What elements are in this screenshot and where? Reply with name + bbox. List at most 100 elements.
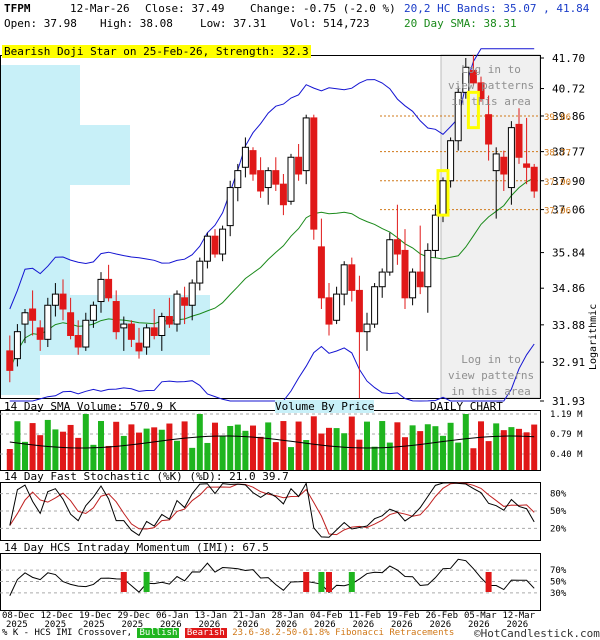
candle-body — [439, 180, 447, 216]
volume-bar — [44, 419, 51, 470]
candle-body — [135, 342, 143, 352]
price-axis-label: 39.86 — [552, 110, 585, 123]
candle-body — [447, 140, 455, 182]
volume-bar — [128, 424, 135, 470]
crossover-marker — [143, 572, 150, 592]
volume-bar — [493, 423, 500, 470]
volume-bar — [98, 421, 104, 470]
candle-body — [500, 156, 508, 175]
volume-bar — [250, 425, 256, 470]
candle-body — [150, 327, 158, 336]
price-axis-label: 37.90 — [552, 175, 585, 188]
x-axis-label: 2026 — [391, 620, 413, 630]
crossover-marker — [303, 572, 310, 592]
x-axis-label: 19-Feb — [387, 611, 420, 621]
login-note-top[interactable]: Log in to view patterns in this area — [448, 62, 534, 110]
crossover-marker — [326, 572, 332, 592]
candle-body — [469, 69, 477, 84]
login-note-line: in this area — [451, 385, 531, 398]
stoch-axis-label: 50% — [550, 507, 567, 517]
bullish-legend: Bullish — [137, 628, 180, 638]
price-axis-label: 34.86 — [552, 282, 585, 295]
footer: % K - HCS IMI Crossover, Bullish Bearish… — [2, 628, 454, 639]
volume-bar — [120, 435, 127, 470]
x-axis-label: 2026 — [276, 620, 298, 630]
candle-body — [241, 146, 249, 168]
imi-axis-label: 30% — [550, 589, 567, 599]
volume-panel-title: 14 Day SMA Volume: 570.9 K — [4, 400, 177, 413]
x-axis-label: 12-Mar — [503, 611, 536, 621]
imi-panel-title: 14 Day HCS Intraday Momentum (IMI): 67.5 — [4, 541, 269, 554]
x-axis-label: 2026 — [353, 620, 375, 630]
volume-bar — [75, 437, 82, 470]
fib-label: 39.86 — [544, 113, 571, 123]
x-axis-label: 05-Mar — [464, 611, 497, 621]
volume-bar — [531, 424, 538, 470]
candle-body — [348, 264, 356, 291]
volume-bar — [143, 428, 150, 470]
pattern-label: Bearish Doji Star on 25-Feb-26, Strength… — [2, 45, 311, 58]
volume-bar — [440, 435, 446, 470]
login-note-line: view patterns — [448, 369, 535, 382]
hc-bands-value: 20,2 HC Bands: 35.07 , 41.84 — [404, 2, 590, 15]
candle-body — [21, 312, 29, 325]
candle-body — [492, 153, 500, 172]
stoch-k-line — [9, 481, 535, 538]
volume-value: Vol: 514,723 — [290, 17, 370, 30]
volume-bar — [219, 436, 226, 470]
crossover-marker — [485, 572, 492, 592]
fib-legend: 23.6-38.2-50-61.8% Fibonacci Retracement… — [232, 628, 455, 638]
vbp-bar — [0, 65, 80, 125]
volume-bar — [417, 431, 424, 470]
login-note-line: view patterns — [448, 79, 535, 92]
price-axis-label: 37.06 — [552, 204, 585, 217]
volume-bar — [29, 423, 36, 470]
candle-body — [409, 271, 417, 299]
candle-body — [295, 156, 303, 175]
candle-body — [82, 319, 90, 348]
volume-bar — [371, 446, 378, 470]
volume-bar — [288, 447, 294, 470]
fib-label: 37.06 — [544, 207, 571, 217]
volume-bar — [196, 414, 203, 470]
high-value: High: 38.08 — [100, 17, 173, 30]
candle-body — [51, 293, 59, 306]
upper-band — [9, 48, 535, 310]
price-axis-label: 41.70 — [552, 52, 585, 65]
volume-bar — [379, 421, 386, 470]
volume-bar — [60, 431, 66, 470]
fib-label: 37.90 — [544, 178, 571, 188]
volume-axis-label: 0.79 M — [550, 430, 583, 440]
candle-body — [264, 170, 272, 189]
volume-bar — [227, 425, 234, 470]
x-axis-label: 04-Feb — [310, 611, 343, 621]
candle-body — [378, 271, 386, 288]
candle-body — [454, 91, 462, 142]
candle-body — [272, 170, 280, 185]
volume-bar — [485, 441, 492, 470]
open-value: Open: 37.98 — [4, 17, 77, 30]
pattern-highlight — [436, 169, 450, 217]
login-note-bottom[interactable]: Log in to view patterns in this area — [448, 352, 534, 400]
volume-bar — [14, 421, 21, 470]
copyright[interactable]: ©HotCandlestick.com — [474, 627, 600, 640]
candle-body — [355, 289, 363, 333]
volume-bar — [151, 427, 158, 470]
x-axis-label: 12-Dec — [41, 611, 74, 621]
candle-body — [89, 304, 97, 321]
x-axis-label: 28-Jan — [272, 611, 305, 621]
low-value: Low: 37.31 — [200, 17, 267, 30]
volume-bar — [326, 427, 332, 470]
candle-body — [203, 235, 211, 262]
candle-body — [462, 66, 470, 93]
change-value: Change: -0.75 (-2.0 %) — [250, 2, 396, 15]
volume-bar — [265, 422, 272, 470]
lower-band — [9, 343, 535, 402]
volume-bar — [310, 416, 317, 470]
volume-sma-line — [9, 435, 535, 449]
volume-bar — [447, 422, 454, 470]
candle-body — [363, 323, 371, 333]
candle-body — [371, 286, 379, 325]
candle-body — [416, 271, 424, 288]
candle-body — [67, 312, 75, 336]
